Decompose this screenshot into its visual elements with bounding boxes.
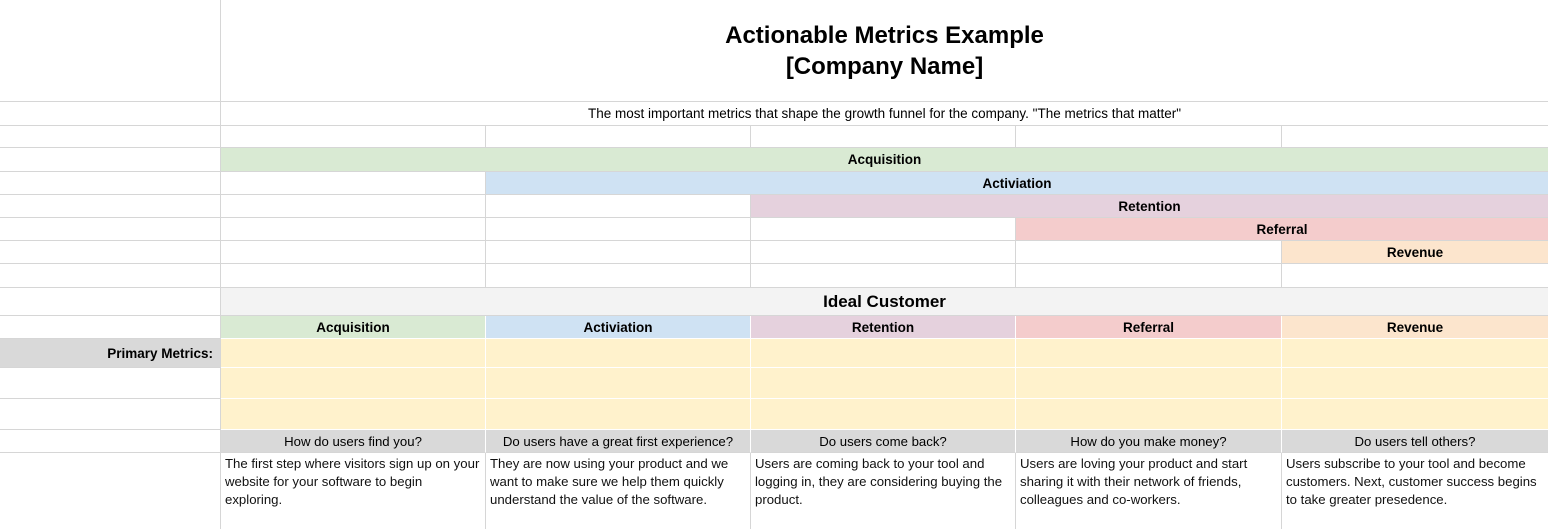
funnel-band-row-activiation: Activiation [0,172,1548,195]
empty-cell[interactable] [0,430,221,453]
column-header-acquisition[interactable]: Acquisition [221,316,486,339]
empty-cell[interactable] [0,316,221,339]
funnel-band-referral[interactable]: Referral [1016,218,1548,241]
empty-cell[interactable] [1282,264,1548,288]
metric-input-cell-referral[interactable] [1016,368,1282,399]
funnel-band-row-revenue: Revenue [0,241,1548,264]
primary-metrics-label[interactable]: Primary Metrics: [0,339,221,368]
empty-cell[interactable] [751,126,1016,148]
empty-cell[interactable] [486,195,751,218]
metric-input-cell-retention[interactable] [751,368,1016,399]
empty-cell[interactable] [221,195,486,218]
column-header-retention[interactable]: Retention [751,316,1016,339]
question-row: How do users find you? Do users have a g… [0,430,1548,453]
empty-cell[interactable] [0,172,221,195]
metric-input-cell-acquisition[interactable] [221,339,486,368]
empty-cell[interactable] [1016,264,1282,288]
empty-cell[interactable] [221,241,486,264]
metric-input-cell-acquisition[interactable] [221,399,486,430]
primary-metrics-row-1: Primary Metrics: [0,339,1548,368]
question-cell-revenue[interactable]: Do users tell others? [1282,430,1548,453]
description-cell-retention[interactable]: Users are coming back to your tool and l… [751,453,1016,529]
empty-cell[interactable] [0,218,221,241]
empty-cell[interactable] [751,264,1016,288]
metric-input-cell-referral[interactable] [1016,339,1282,368]
metric-input-cell-acquisition[interactable] [221,368,486,399]
funnel-band-revenue[interactable]: Revenue [1282,241,1548,264]
empty-cell[interactable] [221,172,486,195]
empty-cell[interactable] [0,126,221,148]
sheet-subtitle-cell[interactable]: The most important metrics that shape th… [221,102,1548,126]
description-cell-revenue[interactable]: Users subscribe to your tool and become … [1282,453,1548,529]
empty-cell[interactable] [221,126,486,148]
metric-input-cell-retention[interactable] [751,399,1016,430]
empty-cell[interactable] [0,264,221,288]
empty-cell[interactable] [0,195,221,218]
metric-input-cell-retention[interactable] [751,339,1016,368]
question-cell-retention[interactable]: Do users come back? [751,430,1016,453]
primary-metrics-row-2 [0,368,1548,399]
empty-cell[interactable] [486,264,751,288]
description-row: The first step where visitors sign up on… [0,453,1548,529]
empty-grid-row [0,264,1548,288]
empty-cell[interactable] [486,241,751,264]
column-header-referral[interactable]: Referral [1016,316,1282,339]
empty-cell[interactable] [0,148,221,172]
empty-cell[interactable] [1016,126,1282,148]
column-header-revenue[interactable]: Revenue [1282,316,1548,339]
subtitle-row: The most important metrics that shape th… [0,102,1548,126]
empty-cell[interactable] [0,102,221,126]
question-cell-activiation[interactable]: Do users have a great first experience? [486,430,751,453]
empty-cell[interactable] [0,368,221,399]
empty-cell[interactable] [0,288,221,316]
metric-input-cell-revenue[interactable] [1282,399,1548,430]
empty-cell[interactable] [751,241,1016,264]
empty-cell[interactable] [221,264,486,288]
funnel-band-row-referral: Referral [0,218,1548,241]
metric-input-cell-revenue[interactable] [1282,368,1548,399]
question-cell-referral[interactable]: How do you make money? [1016,430,1282,453]
metric-input-cell-activiation[interactable] [486,399,751,430]
empty-cell[interactable] [751,218,1016,241]
empty-cell[interactable] [0,453,221,529]
empty-cell[interactable] [486,126,751,148]
funnel-band-retention[interactable]: Retention [751,195,1548,218]
question-cell-acquisition[interactable]: How do users find you? [221,430,486,453]
empty-cell[interactable] [0,241,221,264]
metric-input-cell-revenue[interactable] [1282,339,1548,368]
empty-cell[interactable] [0,399,221,430]
page-title-line-2: [Company Name] [785,52,984,80]
empty-cell[interactable] [221,218,486,241]
empty-cell[interactable] [1282,126,1548,148]
funnel-band-row-retention: Retention [0,195,1548,218]
empty-grid-row [0,126,1548,148]
column-header-activiation[interactable]: Activiation [486,316,751,339]
funnel-band-row-acquisition: Acquisition [0,148,1548,172]
funnel-band-acquisition[interactable]: Acquisition [221,148,1548,172]
title-row: Actionable Metrics Example [Company Name… [0,0,1548,102]
description-cell-activiation[interactable]: They are now using your product and we w… [486,453,751,529]
metric-input-cell-activiation[interactable] [486,368,751,399]
page-title-line-1: Actionable Metrics Example [725,21,1044,49]
column-header-row: Acquisition Activiation Retention Referr… [0,316,1548,339]
funnel-band-activiation[interactable]: Activiation [486,172,1548,195]
section-header-ideal-customer[interactable]: Ideal Customer [221,288,1548,316]
section-header-row: Ideal Customer [0,288,1548,316]
empty-cell[interactable] [1016,241,1282,264]
primary-metrics-row-3 [0,399,1548,430]
empty-cell[interactable] [0,0,221,102]
description-cell-acquisition[interactable]: The first step where visitors sign up on… [221,453,486,529]
empty-cell[interactable] [486,218,751,241]
sheet-title-cell[interactable]: Actionable Metrics Example [Company Name… [221,0,1548,102]
metric-input-cell-referral[interactable] [1016,399,1282,430]
metric-input-cell-activiation[interactable] [486,339,751,368]
description-cell-referral[interactable]: Users are loving your product and start … [1016,453,1282,529]
